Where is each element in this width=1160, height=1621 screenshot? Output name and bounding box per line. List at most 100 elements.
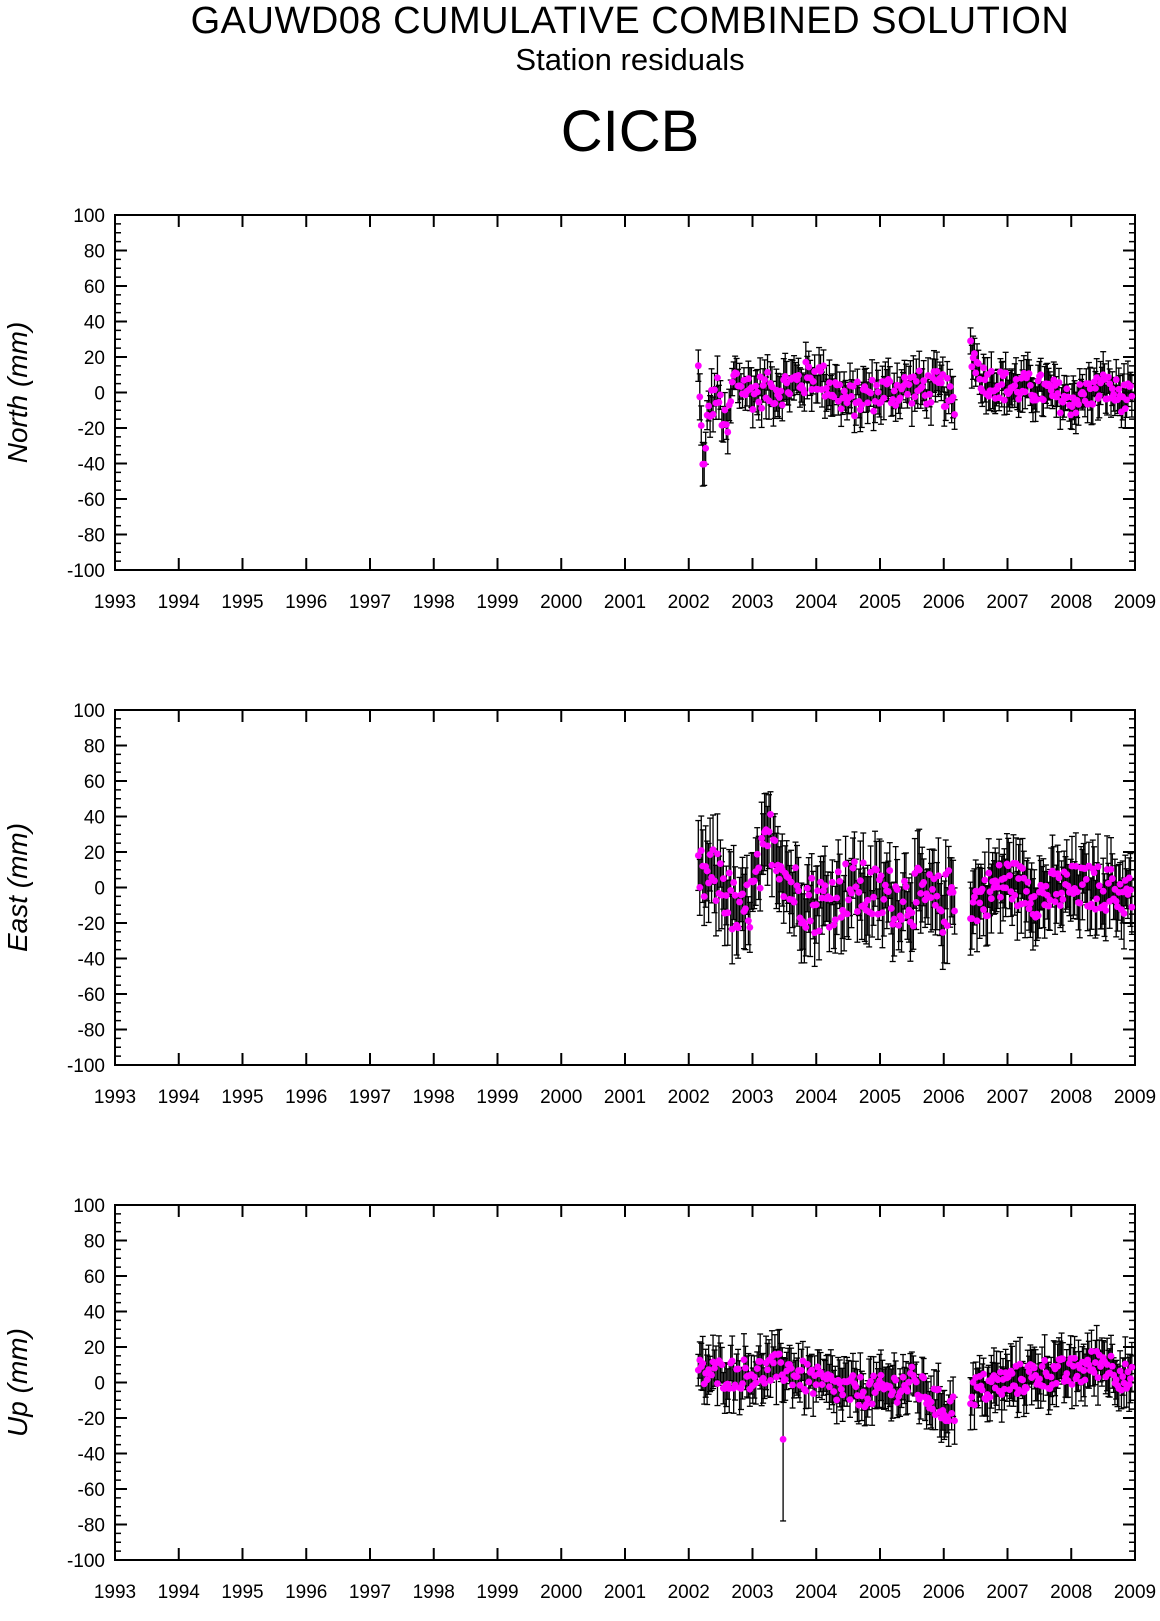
data-point	[1041, 1357, 1049, 1364]
data-point	[778, 401, 786, 409]
data-point	[1063, 871, 1071, 878]
data-point	[848, 392, 855, 400]
data-point	[890, 915, 898, 923]
data-point	[905, 381, 913, 388]
data-point	[976, 375, 984, 383]
data-point	[1063, 1370, 1071, 1377]
data-point	[877, 1371, 885, 1379]
data-point	[920, 878, 928, 886]
data-point	[929, 886, 936, 893]
data-point	[1118, 1386, 1125, 1394]
data-point	[1002, 884, 1010, 892]
data-point	[911, 393, 919, 401]
y-tick-label: -60	[78, 1480, 105, 1501]
data-point	[744, 917, 752, 925]
y-tick-label: 0	[94, 879, 105, 900]
data-point	[1055, 874, 1063, 882]
data-point	[780, 893, 788, 900]
data-point	[1026, 382, 1034, 389]
x-tick-label: 1997	[349, 1087, 391, 1108]
data-point	[949, 888, 957, 896]
data-point	[912, 898, 920, 906]
data-point	[758, 404, 766, 412]
data-point	[1099, 887, 1107, 895]
data-point	[880, 895, 888, 903]
data-point	[1038, 1362, 1046, 1370]
data-point	[1091, 905, 1099, 913]
data-point	[795, 887, 802, 895]
data-point	[920, 377, 928, 385]
data-point	[874, 1384, 882, 1392]
data-point	[853, 378, 861, 386]
data-point	[1119, 1373, 1127, 1380]
data-point	[831, 916, 839, 924]
data-point	[733, 370, 741, 378]
data-point	[753, 388, 761, 396]
data-point	[764, 1366, 771, 1374]
data-point	[722, 421, 730, 429]
data-point	[867, 389, 875, 397]
data-point	[892, 402, 900, 409]
data-point	[700, 460, 708, 468]
x-tick-label: 2002	[668, 1087, 710, 1108]
data-point	[1107, 865, 1115, 873]
data-point	[1015, 395, 1023, 403]
data-point	[1023, 887, 1030, 895]
chart-title: GAUWD08 CUMULATIVE COMBINED SOLUTION	[190, 0, 1070, 42]
data-point	[893, 886, 901, 893]
data-point	[985, 392, 993, 400]
data-point	[795, 372, 802, 379]
data-point	[1050, 376, 1058, 384]
data-point	[1076, 899, 1084, 907]
data-point	[1116, 880, 1124, 888]
x-tick-label: 1998	[413, 592, 455, 613]
x-tick-label: 1999	[476, 1582, 518, 1603]
x-tick-label: 1993	[94, 1087, 136, 1108]
data-point	[775, 875, 783, 883]
data-point	[800, 389, 808, 397]
data-point	[1101, 901, 1108, 909]
data-point	[703, 1376, 711, 1384]
x-tick-label: 1994	[158, 592, 201, 613]
data-point	[987, 895, 995, 902]
y-tick-label: -100	[67, 561, 105, 582]
data-point	[734, 1365, 742, 1373]
data-point	[764, 842, 771, 850]
data-point	[904, 390, 911, 398]
data-point	[1093, 374, 1101, 382]
data-point	[864, 399, 872, 407]
data-point	[902, 883, 910, 891]
data-point	[943, 374, 951, 382]
data-point	[1052, 890, 1060, 898]
data-point	[1090, 869, 1098, 877]
data-point	[1071, 1354, 1078, 1362]
data-point	[967, 337, 974, 345]
chart-subtitle: Station residuals	[515, 42, 745, 77]
data-point	[852, 883, 860, 891]
data-point	[1037, 371, 1045, 379]
data-point	[905, 1378, 913, 1386]
data-point	[828, 878, 836, 886]
data-point	[1094, 863, 1102, 871]
data-point	[1059, 895, 1067, 903]
y-tick-label: 20	[84, 1338, 105, 1359]
data-point	[806, 917, 814, 925]
x-tick-label: 2000	[540, 1087, 582, 1108]
data-point	[714, 374, 721, 382]
data-point	[696, 883, 704, 891]
x-tick-label: 2008	[1050, 592, 1092, 613]
data-point	[725, 869, 733, 877]
data-point	[1008, 1370, 1016, 1377]
data-point	[770, 1359, 777, 1367]
data-point	[752, 1379, 760, 1387]
data-point	[1052, 1379, 1060, 1387]
data-point	[1056, 902, 1064, 909]
data-point	[843, 910, 851, 918]
data-point	[771, 837, 779, 844]
data-point	[918, 383, 926, 391]
x-tick-label: 2007	[986, 592, 1028, 613]
data-point	[803, 884, 811, 892]
data-point	[1046, 896, 1054, 904]
data-point	[951, 907, 958, 915]
data-point	[709, 846, 717, 853]
